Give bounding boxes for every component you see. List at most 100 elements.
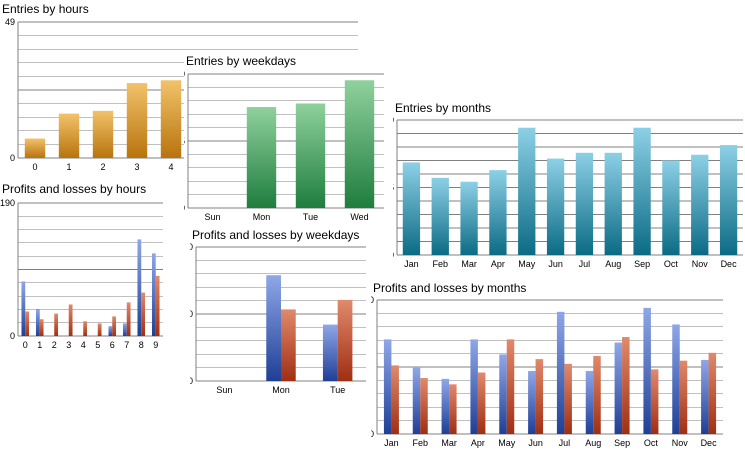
x-tick-label: Feb bbox=[412, 438, 428, 448]
bar-profits-Jul bbox=[556, 311, 565, 434]
x-tick-label: Jun bbox=[528, 438, 543, 448]
bar-losses-9 bbox=[155, 275, 160, 336]
bar-Feb bbox=[431, 177, 449, 255]
x-tick-label: Wed bbox=[350, 212, 368, 222]
panel-pl-weekdays: Profits and losses by weekdays 0 190 380 Su… bbox=[190, 226, 370, 401]
chart-svg: 0 75 150 Sun Mon Tue Wed bbox=[184, 69, 384, 222]
x-tick-label: 1 bbox=[37, 340, 42, 350]
bar-profits-7 bbox=[122, 323, 127, 336]
x-tick-label: 6 bbox=[110, 340, 115, 350]
bar-profits-Tue bbox=[322, 324, 338, 381]
chart-title: Entries by months bbox=[395, 101, 492, 115]
bar-profits-May bbox=[499, 354, 507, 434]
chart-svg: 0 190 380 Sun Mon Tue bbox=[190, 242, 366, 395]
bar-profits-Apr bbox=[470, 339, 478, 434]
bar-profits-Mar bbox=[441, 378, 450, 434]
bar-Nov bbox=[691, 154, 709, 255]
bar-Sep bbox=[633, 127, 651, 255]
bar-profits-Sep bbox=[614, 342, 623, 434]
bar-losses-Nov bbox=[679, 360, 688, 434]
bar-losses-0 bbox=[25, 311, 30, 336]
bar-4 bbox=[160, 80, 182, 158]
bar-losses-Aug bbox=[593, 355, 601, 434]
bar-0 bbox=[24, 138, 46, 158]
bar-profits-0 bbox=[21, 281, 26, 336]
x-tick-label: Nov bbox=[672, 438, 689, 448]
x-tick-label: May bbox=[498, 438, 516, 448]
y-tick-label: 35 bbox=[393, 183, 394, 193]
bar-Mon bbox=[246, 107, 277, 208]
bar-Jan bbox=[402, 162, 421, 255]
bar-profits-Jun bbox=[528, 370, 536, 434]
x-tick-label: Sun bbox=[204, 212, 220, 222]
x-tick-label: Apr bbox=[491, 259, 505, 269]
bar-losses-Mar bbox=[449, 384, 457, 434]
bar-Wed bbox=[344, 80, 375, 208]
x-tick-label: Oct bbox=[644, 438, 659, 448]
bar-Jul bbox=[575, 152, 594, 255]
bar-losses-Mon bbox=[281, 309, 296, 381]
x-tick-label: Mon bbox=[272, 385, 290, 395]
x-tick-label: Jul bbox=[559, 438, 571, 448]
x-tick-label: Dec bbox=[701, 438, 718, 448]
bar-losses-Jun bbox=[535, 359, 544, 434]
y-tick-label: 380 bbox=[190, 242, 193, 252]
chart-title: Entries by weekdays bbox=[186, 54, 297, 68]
bar-Oct bbox=[662, 160, 680, 255]
y-tick-label: 0 bbox=[10, 331, 15, 341]
x-tick-label: 2 bbox=[100, 162, 105, 172]
x-tick-label: 5 bbox=[95, 340, 100, 350]
x-tick-label: Oct bbox=[664, 259, 679, 269]
bar-profits-Feb bbox=[412, 367, 421, 434]
y-tick-label: 70 bbox=[393, 115, 394, 125]
bar-Jun bbox=[546, 158, 565, 255]
x-tick-label: 4 bbox=[81, 340, 86, 350]
x-tick-label: 9 bbox=[153, 340, 158, 350]
bar-losses-3 bbox=[68, 304, 73, 336]
bar-1 bbox=[58, 113, 80, 158]
bar-losses-7 bbox=[126, 302, 131, 336]
x-tick-label: Jan bbox=[404, 259, 419, 269]
x-tick-label: May bbox=[518, 259, 536, 269]
bar-losses-4 bbox=[83, 321, 88, 336]
x-tick-label: Sep bbox=[634, 259, 650, 269]
bar-profits-Jan bbox=[383, 339, 392, 434]
bar-profits-1 bbox=[35, 309, 40, 336]
bar-Mar bbox=[460, 181, 478, 255]
bar-Apr bbox=[489, 170, 507, 255]
bar-Aug bbox=[604, 152, 622, 255]
chart-title: Entries by hours bbox=[2, 2, 89, 16]
bar-3 bbox=[126, 83, 148, 158]
bar-losses-Feb bbox=[420, 378, 428, 434]
x-tick-label: Sep bbox=[614, 438, 630, 448]
chart-svg: 0 35 70 Jan Feb Mar Apr May Jun Jul Aug Sep Oct Nov De… bbox=[393, 115, 743, 269]
x-tick-label: Mar bbox=[441, 438, 457, 448]
x-tick-label: Mon bbox=[253, 212, 271, 222]
x-tick-label: Sun bbox=[216, 385, 232, 395]
bar-losses-5 bbox=[97, 323, 102, 336]
y-tick-label: 170 bbox=[371, 295, 374, 305]
x-tick-label: 0 bbox=[23, 340, 28, 350]
x-tick-label: Tue bbox=[330, 385, 345, 395]
bar-losses-Apr bbox=[477, 372, 486, 434]
x-tick-label: Dec bbox=[721, 259, 738, 269]
x-tick-label: 0 bbox=[32, 162, 37, 172]
chart-svg: 0 170 Jan Feb Mar Apr May Jun Jul Aug Sep Oct Nov Dec bbox=[371, 295, 723, 448]
bar-losses-6 bbox=[112, 316, 117, 336]
y-tick-label: 0 bbox=[393, 250, 394, 260]
bar-losses-Oct bbox=[650, 369, 659, 434]
bar-losses-Jul bbox=[564, 363, 572, 434]
x-tick-label: Nov bbox=[692, 259, 709, 269]
x-tick-label: 1 bbox=[66, 162, 71, 172]
y-tick-label: 0 bbox=[184, 203, 185, 213]
x-tick-label: Aug bbox=[605, 259, 621, 269]
bar-profits-Mon bbox=[266, 275, 281, 381]
bar-profits-9 bbox=[151, 253, 156, 336]
bar-losses-1 bbox=[39, 319, 44, 336]
x-tick-label: Jul bbox=[579, 259, 591, 269]
bar-losses-2 bbox=[54, 313, 59, 336]
bar-profits-Nov bbox=[672, 324, 680, 434]
bar-profits-Aug bbox=[585, 370, 594, 434]
chart-title: Profits and losses by hours bbox=[2, 182, 147, 196]
